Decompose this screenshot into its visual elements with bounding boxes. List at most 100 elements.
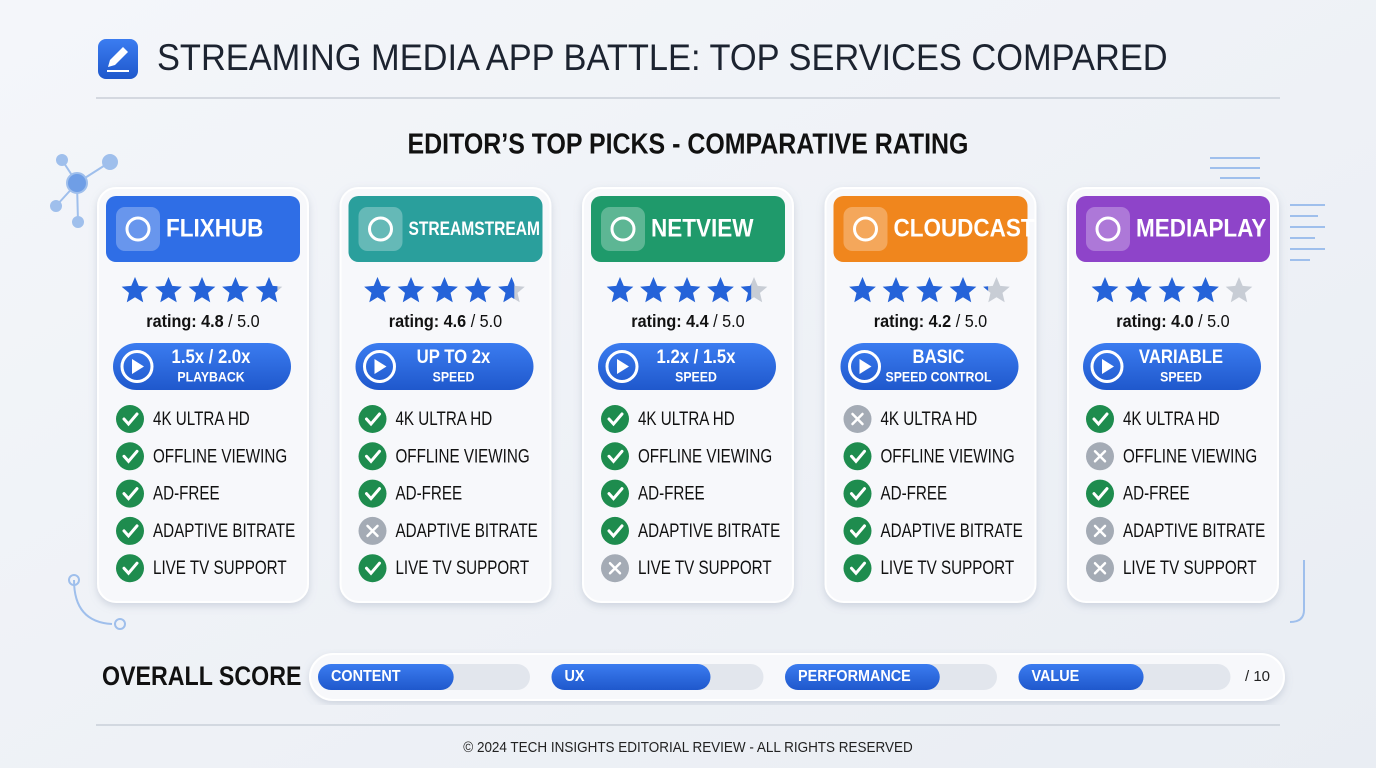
badge-icon-mark <box>1102 359 1114 374</box>
card: NETVIEW rating: 4.4 / 5.0 1.2x / 1.5x SPEED… <box>582 187 794 603</box>
star <box>1091 277 1119 303</box>
feature-label: OFFLINE VIEWING <box>153 445 287 467</box>
badge-line1: BASIC <box>913 346 965 367</box>
check-mark <box>122 561 139 576</box>
star <box>606 277 634 303</box>
score-bar <box>318 664 454 690</box>
score-label: CONTENT <box>331 668 401 686</box>
star <box>155 277 182 303</box>
service-name: STREAMSTREAM <box>409 218 540 240</box>
rating-value: 4.6 <box>444 311 467 331</box>
check-mark <box>365 561 381 576</box>
feature-label: AD-FREE <box>1123 482 1190 504</box>
check-icon <box>843 516 872 545</box>
badge <box>355 343 534 390</box>
check-mark <box>607 487 624 501</box>
feature-label: ADAPTIVE BITRATE <box>153 519 295 541</box>
rating-max: / 5.0 <box>713 311 745 331</box>
rating-label: rating: <box>1116 311 1166 331</box>
rating-label: rating: <box>389 311 439 331</box>
rating-max: / 5.0 <box>228 311 260 331</box>
logo-mark <box>1095 216 1121 242</box>
check-icon <box>116 479 144 508</box>
logo-mark <box>125 216 151 242</box>
rating-label: rating: <box>874 311 924 331</box>
logo <box>601 207 645 251</box>
star <box>983 286 989 291</box>
check-mark <box>122 524 139 539</box>
check-icon <box>116 405 144 433</box>
feature-label: LIVE TV SUPPORT <box>638 557 772 579</box>
cross-mark <box>1093 524 1107 538</box>
star-empty <box>1225 277 1253 303</box>
check-mark <box>850 524 866 539</box>
check-icon <box>1086 479 1114 508</box>
logo-mark <box>368 216 393 242</box>
badge-line2: SPEED <box>675 369 717 385</box>
star <box>740 283 752 303</box>
badge-line1: VARIABLE <box>1139 346 1223 367</box>
badge-icon <box>363 350 396 383</box>
check-icon <box>601 405 629 433</box>
star <box>397 277 425 303</box>
badge-line1: 1.2x / 1.5x <box>657 346 736 367</box>
overall-label: OVERALL SCORE <box>102 662 301 692</box>
feature-label: AD-FREE <box>638 482 705 504</box>
rating-value: 4.2 <box>929 311 952 331</box>
star <box>464 277 492 303</box>
check-icon <box>116 516 144 545</box>
feature-label: 4K ULTRA HD <box>1123 407 1220 429</box>
rating-text: rating: 4.8 / 5.0 <box>146 311 259 331</box>
check-mark <box>122 412 139 427</box>
feature-label: OFFLINE VIEWING <box>1123 445 1257 467</box>
badge-line2: SPEED <box>1160 369 1202 385</box>
star <box>673 277 701 303</box>
card-header <box>348 196 543 262</box>
check-mark <box>607 449 624 464</box>
service-name: NETVIEW <box>651 215 754 243</box>
feature-label: 4K ULTRA HD <box>153 407 250 429</box>
star <box>707 277 734 303</box>
card-header <box>591 196 785 262</box>
cross-mark <box>1093 561 1107 575</box>
check-icon <box>358 405 387 433</box>
check-mark <box>607 412 624 427</box>
score-label: VALUE <box>1032 668 1080 686</box>
feature-label: OFFLINE VIEWING <box>881 445 1015 467</box>
score-label: PERFORMANCE <box>798 668 911 686</box>
cross-mark <box>1093 450 1107 463</box>
check-icon <box>843 442 872 471</box>
star <box>882 277 910 303</box>
badge-line1: UP TO 2x <box>417 346 491 367</box>
cross-mark <box>366 524 379 538</box>
check-mark <box>607 524 624 539</box>
rating-text: rating: 4.6 / 5.0 <box>389 311 502 331</box>
feature-label: AD-FREE <box>396 482 463 504</box>
feature-label: ADAPTIVE BITRATE <box>881 519 1023 541</box>
score-bar <box>785 664 940 690</box>
feature-label: AD-FREE <box>153 482 220 504</box>
badge-icon <box>605 350 639 383</box>
card: MEDIAPLAY rating: 4.0 / 5.0 VARIABLE SPEED 4… <box>1067 187 1279 603</box>
star <box>188 277 216 303</box>
rating-label: rating: <box>631 311 681 331</box>
score-bar <box>551 664 711 690</box>
badge-icon <box>120 350 154 383</box>
badge-icon <box>848 350 881 383</box>
star <box>1125 277 1152 303</box>
check-icon <box>601 516 629 545</box>
rating-max: / 5.0 <box>1198 311 1230 331</box>
star <box>121 277 149 303</box>
score-max: / 10 <box>1245 668 1270 685</box>
star <box>1192 277 1219 303</box>
badge-icon-mark <box>617 359 629 374</box>
rating-value: 4.0 <box>1171 311 1194 331</box>
logo-mark <box>610 216 636 242</box>
card-header <box>106 196 300 262</box>
star <box>364 277 391 303</box>
rating-text: rating: 4.4 / 5.0 <box>631 311 744 331</box>
check-mark <box>365 449 381 464</box>
feature-label: LIVE TV SUPPORT <box>153 557 287 579</box>
badge-line2: SPEED <box>433 369 475 385</box>
service-name: CLOUDCAST <box>894 215 1036 243</box>
